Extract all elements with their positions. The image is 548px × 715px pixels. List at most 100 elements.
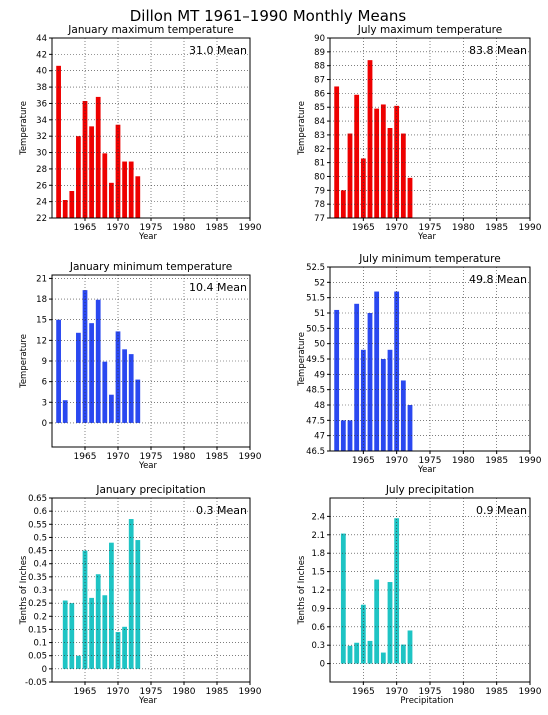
x-tick-label: 1990 (519, 456, 542, 466)
x-tick-label: 1990 (239, 452, 262, 462)
x-tick-label: 1965 (74, 452, 97, 462)
y-axis-label: Tenths of Inches (19, 555, 29, 625)
y-tick-label: 82 (314, 145, 325, 155)
bar (334, 309, 340, 451)
chart-title: July precipitation (385, 484, 474, 496)
y-tick-label: 0.4 (33, 560, 47, 570)
y-tick-label: -0.05 (25, 678, 47, 688)
y-tick-label: 0.65 (28, 494, 47, 504)
y-tick-label: 15 (36, 316, 47, 326)
y-tick-label: 47.5 (306, 416, 325, 426)
bar (82, 101, 88, 218)
x-tick-label: 1990 (239, 687, 262, 697)
x-axis-label: Year (417, 232, 437, 242)
bar (367, 60, 373, 219)
bar (128, 354, 134, 423)
x-tick-label: 1975 (140, 687, 163, 697)
y-tick-label: 0.35 (28, 573, 47, 583)
x-tick-label: 1980 (452, 687, 475, 697)
bar (122, 161, 127, 218)
y-tick-label: 34 (36, 116, 47, 126)
x-tick-label: 1985 (206, 687, 229, 697)
y-tick-label: 49.5 (306, 355, 325, 365)
y-tick-label: 42 (36, 50, 47, 60)
bar (387, 582, 393, 664)
y-tick-label: 78 (314, 200, 325, 210)
x-tick-label: 1990 (239, 223, 262, 233)
y-tick-label: 52.5 (306, 263, 325, 273)
x-axis-label: Year (417, 465, 437, 475)
x-tick-label: 1980 (173, 452, 196, 462)
bar (62, 200, 68, 218)
x-tick-label: 1970 (107, 687, 130, 697)
bar (109, 542, 114, 669)
bar (340, 420, 346, 451)
x-tick-label: 1985 (485, 223, 508, 233)
bar (380, 359, 386, 451)
chart-title: July minimum temperature (358, 253, 500, 265)
bar (76, 136, 81, 218)
y-tick-label: 12 (36, 336, 47, 346)
bar (56, 65, 61, 219)
y-tick-label: 0 (42, 665, 47, 675)
bar (400, 644, 406, 664)
x-tick-label: 1970 (107, 223, 130, 233)
y-tick-label: 9 (42, 357, 47, 367)
x-tick-label: 1985 (206, 452, 229, 462)
bar (95, 96, 101, 218)
bar (374, 108, 380, 218)
bar (102, 361, 108, 423)
bar (367, 640, 373, 664)
bar (128, 161, 134, 218)
y-tick-label: 0.6 (33, 507, 47, 517)
y-tick-label: 0.3 (311, 641, 325, 651)
page-title: Dillon MT 1961–1990 Monthly Means (130, 7, 407, 25)
x-tick-label: 1965 (352, 687, 375, 697)
y-tick-label: 83 (314, 131, 325, 141)
x-tick-label: 1970 (385, 687, 408, 697)
bar (62, 400, 68, 423)
chart-title: January minimum temperature (69, 261, 232, 273)
y-tick-label: 22 (36, 214, 47, 224)
bar (62, 600, 68, 669)
x-tick-label: 1970 (107, 452, 130, 462)
x-tick-label: 1975 (140, 223, 163, 233)
bar (367, 313, 373, 451)
y-tick-label: 38 (36, 83, 47, 93)
x-tick-label: 1980 (173, 223, 196, 233)
y-tick-label: 28 (36, 165, 47, 175)
bar (95, 299, 101, 423)
bar (89, 126, 94, 218)
bar (135, 379, 141, 423)
x-tick-label: 1970 (385, 456, 408, 466)
x-tick-label: 1965 (74, 223, 97, 233)
bar (89, 597, 94, 669)
mean-annotation: 0.9 Mean (476, 504, 527, 517)
y-tick-label: 86 (314, 89, 325, 99)
y-tick-label: 2.4 (311, 512, 325, 522)
bar (347, 133, 353, 218)
y-tick-label: 48 (314, 401, 325, 411)
bar (76, 332, 81, 423)
bar (56, 319, 61, 423)
y-tick-label: 84 (314, 117, 325, 127)
bar (354, 303, 360, 451)
mean-annotation: 0.3 Mean (196, 504, 247, 517)
y-axis-label: Temperature (19, 334, 29, 389)
x-tick-label: 1985 (485, 687, 508, 697)
x-tick-label: 1985 (485, 456, 508, 466)
x-tick-label: 1975 (140, 452, 163, 462)
bar (374, 291, 380, 451)
y-tick-label: 1.2 (311, 586, 325, 596)
y-axis-label: Temperature (297, 332, 307, 387)
bar (407, 630, 413, 664)
y-tick-label: 0.15 (28, 625, 47, 635)
y-tick-label: 0.1 (33, 639, 47, 649)
y-tick-label: 1.8 (311, 549, 325, 559)
x-tick-label: 1970 (385, 223, 408, 233)
y-tick-label: 81 (314, 159, 325, 169)
y-tick-label: 79 (314, 186, 325, 196)
x-tick-label: 1980 (173, 687, 196, 697)
